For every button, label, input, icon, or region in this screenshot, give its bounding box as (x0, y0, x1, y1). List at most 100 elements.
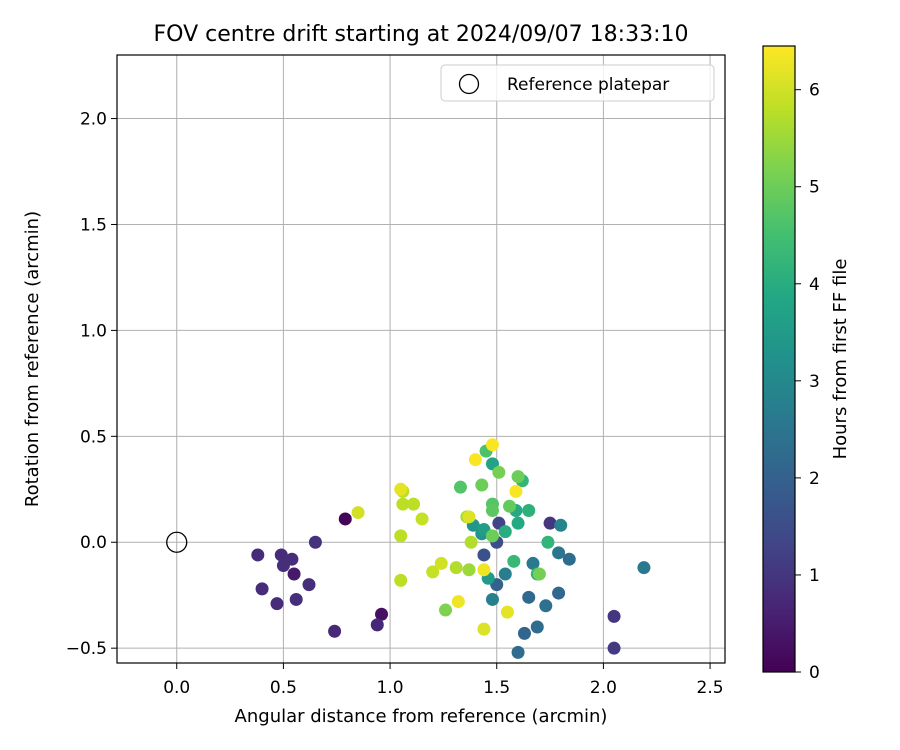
data-point (449, 561, 463, 575)
data-point (552, 586, 566, 600)
colorbar-tick-label: 2 (809, 469, 820, 489)
data-point (509, 484, 523, 498)
data-point (464, 535, 478, 549)
data-point (468, 453, 482, 467)
y-tick-label: 1.0 (80, 321, 107, 341)
data-point (434, 556, 448, 570)
data-point (637, 561, 651, 575)
data-point (394, 573, 408, 587)
data-point (485, 438, 499, 452)
x-tick-label: 1.5 (483, 678, 510, 698)
colorbar-tick-label: 5 (809, 178, 820, 198)
x-axis-label: Angular distance from reference (arcmin) (235, 706, 608, 727)
data-point (500, 605, 514, 619)
y-tick-label: −0.5 (66, 639, 107, 659)
reference-point (166, 531, 188, 553)
data-point (415, 512, 429, 526)
data-point (274, 548, 288, 562)
data-point (289, 592, 303, 606)
data-point (287, 567, 301, 581)
colorbar (762, 45, 796, 673)
data-point (511, 470, 525, 484)
data-point (375, 607, 389, 621)
data-point (394, 482, 408, 496)
legend: Reference platepar (440, 64, 715, 102)
data-point (338, 512, 352, 526)
data-point (485, 592, 499, 606)
colorbar-ticks: 0 1 2 3 4 5 6 (795, 81, 820, 683)
legend-label: Reference platepar (507, 75, 669, 95)
x-tick-label: 2.5 (697, 678, 724, 698)
data-point (539, 599, 553, 613)
data-point (498, 525, 512, 539)
data-point (552, 546, 566, 560)
data-point (507, 554, 521, 568)
colorbar-label: Hours from first FF file (830, 259, 851, 460)
plot-frame (116, 54, 726, 664)
chart-title: FOV centre drift starting at 2024/09/07 … (154, 22, 689, 47)
data-point (396, 497, 410, 511)
data-point (351, 506, 365, 520)
colorbar-tick-label: 1 (809, 566, 820, 586)
data-point (511, 645, 525, 659)
data-point (554, 518, 568, 532)
data-point (370, 618, 384, 632)
x-tick-label: 0.0 (163, 678, 190, 698)
scatter-points (251, 438, 651, 659)
data-point (451, 595, 465, 609)
data-point (498, 567, 512, 581)
y-axis-ticks: −0.5 0.0 0.5 1.0 1.5 2.0 (66, 110, 117, 659)
data-point (251, 548, 265, 562)
data-point (270, 597, 284, 611)
data-point (485, 503, 499, 517)
y-tick-label: 2.0 (80, 110, 107, 130)
x-tick-label: 1.0 (377, 678, 404, 698)
reference-marker (166, 531, 188, 553)
legend-box (440, 64, 715, 102)
data-point (453, 480, 467, 494)
data-point (526, 556, 540, 570)
data-point (462, 510, 476, 524)
data-point (522, 590, 536, 604)
data-point (477, 548, 491, 562)
colorbar-tick-label: 0 (809, 663, 820, 683)
x-tick-label: 2.0 (590, 678, 617, 698)
data-point (439, 603, 453, 617)
colorbar-tick-label: 6 (809, 81, 820, 101)
x-tick-label: 0.5 (270, 678, 297, 698)
data-point (485, 529, 499, 543)
data-point (477, 563, 491, 577)
y-tick-label: 0.5 (80, 427, 107, 447)
data-point (541, 535, 555, 549)
data-point (530, 620, 544, 634)
data-point (475, 478, 489, 492)
x-axis-ticks: 0.0 0.5 1.0 1.5 2.0 2.5 (163, 663, 724, 698)
data-point (426, 565, 440, 579)
grid (117, 55, 725, 663)
y-axis-label: Rotation from reference (arcmin) (22, 211, 43, 507)
data-point (308, 535, 322, 549)
data-point (503, 499, 517, 513)
y-tick-label: 0.0 (80, 533, 107, 553)
data-point (607, 609, 621, 623)
data-point (462, 563, 476, 577)
data-point (255, 582, 269, 596)
data-point (407, 497, 421, 511)
data-point (562, 552, 576, 566)
data-point (492, 465, 506, 479)
data-point (517, 626, 531, 640)
data-point (522, 503, 536, 517)
data-point (532, 567, 546, 581)
colorbar-tick-label: 4 (809, 275, 820, 295)
legend-reference-icon (458, 73, 480, 95)
data-point (511, 516, 525, 530)
data-point (394, 529, 408, 543)
data-point (285, 552, 299, 566)
data-point (477, 622, 491, 636)
data-point (607, 641, 621, 655)
data-point (328, 624, 342, 638)
colorbar-tick-label: 3 (809, 372, 820, 392)
data-point (543, 516, 557, 530)
data-point (302, 578, 316, 592)
